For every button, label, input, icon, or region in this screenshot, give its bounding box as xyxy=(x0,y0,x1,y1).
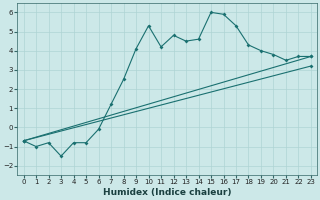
X-axis label: Humidex (Indice chaleur): Humidex (Indice chaleur) xyxy=(103,188,232,197)
